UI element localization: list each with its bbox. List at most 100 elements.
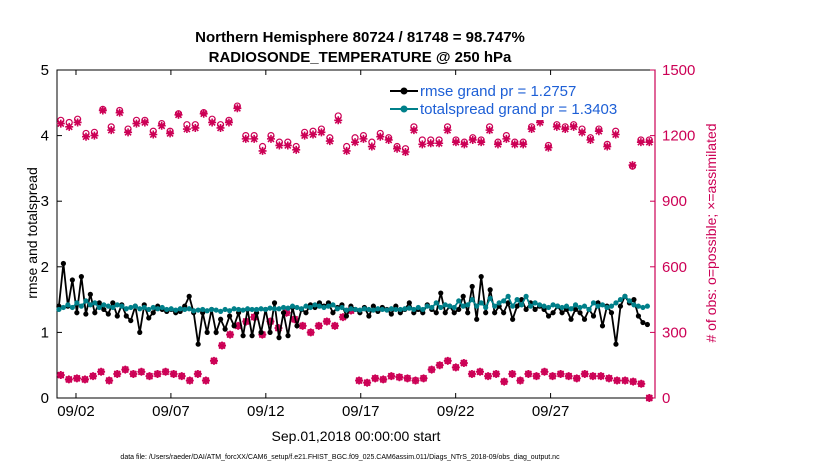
obs-upper-assimilated-marker bbox=[342, 146, 351, 155]
obs-upper-assimilated-marker bbox=[65, 122, 74, 131]
rmse-point bbox=[510, 316, 516, 322]
rmse-point bbox=[501, 310, 507, 316]
spread-point bbox=[581, 303, 588, 309]
rmse-point bbox=[271, 300, 278, 306]
obs-upper-assimilated-marker bbox=[292, 145, 301, 154]
rmse-point bbox=[478, 274, 484, 280]
obs-lower-assimilated-marker bbox=[621, 376, 630, 385]
obs-lower-assimilated-marker bbox=[306, 328, 315, 337]
x-tick-label: 09/07 bbox=[152, 403, 190, 420]
rmse-point bbox=[635, 313, 642, 319]
spread-point bbox=[330, 302, 336, 308]
obs-upper-assimilated-marker bbox=[300, 131, 309, 140]
rmse-point bbox=[60, 260, 66, 267]
obs-lower-assimilated-marker bbox=[105, 376, 114, 385]
obs-lower-assimilated-marker bbox=[185, 376, 194, 385]
obs-upper-assimilated-marker bbox=[636, 138, 645, 147]
rmse-point bbox=[388, 311, 394, 317]
obs-lower-assimilated-marker bbox=[379, 375, 388, 384]
rmse-point bbox=[568, 316, 574, 322]
spread-point bbox=[276, 306, 282, 312]
spread-point bbox=[366, 306, 372, 313]
spread-point bbox=[528, 303, 534, 309]
spread-point bbox=[456, 298, 462, 304]
obs-upper-assimilated-marker bbox=[544, 143, 553, 152]
spread-point bbox=[105, 303, 111, 309]
spread-point bbox=[150, 304, 156, 311]
spread-point bbox=[101, 302, 107, 308]
rmse-point bbox=[640, 319, 646, 326]
y-axis-label: rmse and totalspread bbox=[24, 167, 40, 299]
obs-lower-assimilated-marker bbox=[532, 372, 541, 381]
rmse-point bbox=[599, 323, 606, 329]
obs-upper-assimilated-marker bbox=[115, 108, 124, 117]
spread-point bbox=[231, 306, 237, 312]
rmse-point bbox=[258, 329, 264, 335]
spread-point bbox=[613, 300, 619, 306]
rmse-point bbox=[465, 310, 471, 316]
obs-lower-assimilated-marker bbox=[451, 363, 460, 372]
rmse-point bbox=[505, 300, 511, 306]
rmse-point bbox=[74, 310, 80, 316]
spread-point bbox=[209, 306, 215, 313]
y2-tick-label: 900 bbox=[662, 193, 687, 210]
rmse-point bbox=[267, 329, 273, 335]
obs-lower-assimilated-marker bbox=[56, 371, 65, 380]
spread-point bbox=[501, 298, 507, 304]
rmse-point bbox=[87, 291, 93, 297]
spread-point bbox=[83, 298, 89, 304]
rmse-point bbox=[128, 317, 134, 324]
spread-point bbox=[262, 306, 269, 313]
spread-point bbox=[474, 303, 480, 309]
obs-lower-assimilated-marker bbox=[604, 374, 613, 383]
spread-point bbox=[388, 306, 394, 312]
obs-upper-assimilated-marker bbox=[309, 130, 318, 139]
spread-point bbox=[137, 306, 143, 312]
obs-upper-assimilated-marker bbox=[393, 144, 402, 153]
spread-point bbox=[307, 304, 314, 311]
obs-upper-assimilated-marker bbox=[493, 140, 502, 149]
obs-lower-assimilated-marker bbox=[500, 377, 509, 386]
spread-point bbox=[235, 306, 242, 313]
spread-point bbox=[191, 308, 197, 314]
spread-point bbox=[60, 304, 66, 311]
spread-point bbox=[379, 306, 385, 313]
obs-upper-assimilated-marker bbox=[266, 134, 275, 143]
spread-point bbox=[159, 304, 165, 311]
spread-point bbox=[218, 308, 224, 315]
rmse-point bbox=[218, 316, 224, 322]
obs-upper-assimilated-marker bbox=[317, 128, 326, 137]
spread-point bbox=[433, 300, 439, 306]
obs-upper-assimilated-marker bbox=[359, 134, 368, 143]
spread-point bbox=[78, 303, 84, 309]
spread-point bbox=[483, 304, 489, 311]
spread-point bbox=[397, 306, 403, 313]
obs-lower-assimilated-marker bbox=[427, 365, 436, 374]
rmse-point bbox=[204, 329, 210, 335]
spread-point bbox=[411, 306, 417, 313]
chart-title: Northern Hemisphere 80724 / 81748 = 98.7… bbox=[195, 29, 525, 46]
rmse-point bbox=[590, 313, 597, 319]
obs-upper-assimilated-marker bbox=[552, 122, 561, 131]
spread-point bbox=[590, 300, 597, 306]
spread-point bbox=[532, 300, 538, 306]
rmse-point bbox=[92, 310, 98, 316]
y-tick-label: 4 bbox=[41, 128, 49, 145]
legend-spread-label: totalspread grand pr = 1.3403 bbox=[420, 101, 617, 118]
obs-upper-assimilated-marker bbox=[536, 118, 545, 127]
spread-point bbox=[325, 303, 332, 309]
obs-upper-assimilated-marker bbox=[418, 140, 427, 149]
obs-lower-assimilated-marker bbox=[64, 375, 73, 384]
spread-point bbox=[577, 304, 583, 311]
spread-point bbox=[128, 304, 134, 311]
legend-rmse-label: rmse grand pr = 1.2757 bbox=[420, 83, 576, 100]
rmse-point bbox=[406, 300, 412, 306]
spread-point bbox=[164, 306, 170, 313]
rmse-point bbox=[343, 313, 350, 319]
chart-subtitle: RADIOSONDE_TEMPERATURE @ 250 hPa bbox=[209, 49, 512, 66]
rmse-point bbox=[608, 310, 615, 316]
rmse-point bbox=[532, 306, 538, 313]
rmse-point bbox=[110, 300, 116, 306]
spread-point bbox=[204, 308, 210, 314]
spread-point bbox=[514, 297, 520, 303]
